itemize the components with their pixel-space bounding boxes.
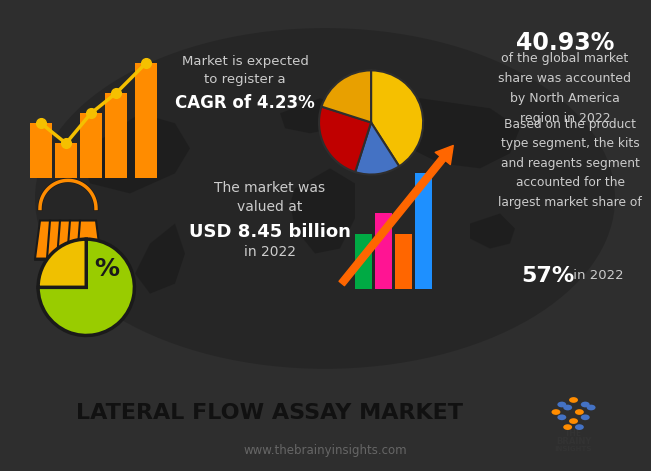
Text: 40.93%: 40.93% bbox=[516, 31, 614, 55]
Circle shape bbox=[575, 409, 584, 415]
Text: LATERAL FLOW ASSAY MARKET: LATERAL FLOW ASSAY MARKET bbox=[77, 403, 464, 423]
Text: Market is expected: Market is expected bbox=[182, 55, 309, 68]
Polygon shape bbox=[290, 168, 355, 253]
Text: Based on the product
type segment, the kits
and reagents segment
accounted for t: Based on the product type segment, the k… bbox=[498, 118, 642, 209]
Circle shape bbox=[551, 409, 561, 415]
Polygon shape bbox=[360, 98, 520, 168]
Circle shape bbox=[569, 397, 578, 403]
Polygon shape bbox=[80, 113, 190, 194]
Wedge shape bbox=[371, 70, 423, 166]
Ellipse shape bbox=[35, 28, 615, 369]
Text: CAGR of 4.23%: CAGR of 4.23% bbox=[175, 94, 315, 112]
Wedge shape bbox=[319, 106, 371, 172]
Polygon shape bbox=[135, 224, 185, 293]
Polygon shape bbox=[35, 220, 101, 259]
Circle shape bbox=[563, 405, 572, 410]
Circle shape bbox=[581, 414, 590, 420]
Text: valued at: valued at bbox=[238, 201, 303, 214]
Wedge shape bbox=[355, 122, 399, 175]
FancyArrowPatch shape bbox=[339, 146, 453, 286]
Text: THE: THE bbox=[565, 429, 582, 438]
Circle shape bbox=[563, 424, 572, 430]
Wedge shape bbox=[38, 239, 87, 287]
Circle shape bbox=[569, 418, 578, 424]
Bar bbox=[30, 123, 52, 179]
Text: INSIGHTS: INSIGHTS bbox=[555, 446, 592, 452]
Text: 57%: 57% bbox=[521, 266, 575, 285]
Bar bbox=[55, 143, 77, 179]
Circle shape bbox=[587, 405, 596, 410]
Polygon shape bbox=[470, 213, 515, 249]
Bar bbox=[375, 213, 392, 289]
Bar bbox=[395, 234, 412, 289]
Wedge shape bbox=[38, 239, 134, 335]
Bar bbox=[355, 234, 372, 289]
Bar bbox=[105, 93, 127, 179]
Text: of the global market
share was accounted
by North America
region in 2022: of the global market share was accounted… bbox=[499, 52, 631, 125]
Circle shape bbox=[557, 402, 566, 407]
Circle shape bbox=[557, 414, 566, 420]
Circle shape bbox=[575, 424, 584, 430]
Bar bbox=[135, 63, 157, 179]
Text: to register a: to register a bbox=[204, 73, 286, 86]
Text: in 2022: in 2022 bbox=[569, 269, 623, 282]
Text: www.thebrainyinsights.com: www.thebrainyinsights.com bbox=[243, 445, 407, 457]
Text: USD 8.45 billion: USD 8.45 billion bbox=[189, 222, 351, 241]
Circle shape bbox=[581, 402, 590, 407]
Bar bbox=[80, 113, 102, 179]
Bar bbox=[415, 173, 432, 289]
Text: in 2022: in 2022 bbox=[244, 244, 296, 259]
Wedge shape bbox=[322, 70, 371, 122]
Text: BRAINY: BRAINY bbox=[556, 437, 591, 446]
Polygon shape bbox=[280, 98, 345, 133]
Text: %: % bbox=[94, 257, 119, 281]
Text: The market was: The market was bbox=[214, 181, 326, 195]
